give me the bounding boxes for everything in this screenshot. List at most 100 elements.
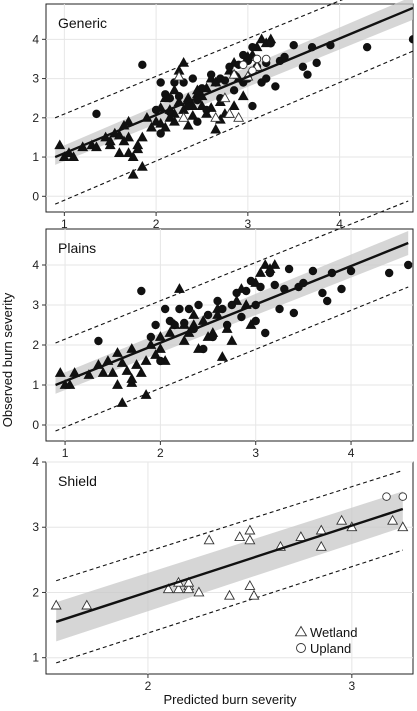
point-wetland xyxy=(237,90,249,101)
point-upland xyxy=(289,41,298,50)
point-upland xyxy=(165,93,175,103)
point-upland xyxy=(362,42,372,52)
point-wetland xyxy=(116,357,128,367)
point-upland xyxy=(256,282,265,292)
panel-generic: 1 2 3 4 0 1 2 3 4 Generic xyxy=(32,0,414,231)
point-wetland xyxy=(174,283,185,293)
point-upland xyxy=(337,284,346,294)
point-wetland xyxy=(234,531,246,541)
point-wetland xyxy=(187,110,199,120)
point-upland xyxy=(382,492,391,501)
panel-title: Generic xyxy=(58,15,107,31)
point-upland xyxy=(289,308,299,318)
point-wetland xyxy=(244,534,256,545)
point-upland xyxy=(174,92,184,101)
point-upland xyxy=(275,304,284,314)
point-upland xyxy=(265,268,275,278)
panels: 1 2 3 4 0 1 2 3 4 Generic 1 2 3 4 0 1 2 3 4 Plains 2 3 1 2 3 4 Shi… xyxy=(32,0,414,693)
point-wetland xyxy=(68,151,79,161)
y-tick-label: 2 xyxy=(32,338,39,352)
point-wetland xyxy=(173,583,185,594)
point-upland xyxy=(188,74,197,83)
point-wetland xyxy=(113,129,125,140)
point-upland xyxy=(312,58,321,68)
point-upland xyxy=(271,82,280,91)
fit-line xyxy=(55,507,404,623)
y-axis-title: Observed burn severity xyxy=(0,292,15,427)
point-upland xyxy=(197,84,207,93)
point-wetland xyxy=(112,379,123,389)
y-tick-label: 2 xyxy=(32,585,39,599)
point-wetland xyxy=(178,57,190,67)
prediction-interval-upper xyxy=(54,0,344,119)
point-upland xyxy=(246,276,256,286)
x-axis-title: Predicted burn severity xyxy=(164,692,297,707)
point-wetland xyxy=(121,365,133,375)
point-wetland xyxy=(336,514,348,525)
point-wetland xyxy=(244,580,256,590)
point-upland xyxy=(184,304,194,314)
x-tick-label: 2 xyxy=(157,446,164,460)
points xyxy=(54,33,413,179)
point-upland xyxy=(180,318,189,328)
point-upland xyxy=(213,296,222,306)
point-upland xyxy=(404,260,413,270)
point-wetland xyxy=(210,123,222,134)
point-upland xyxy=(241,286,251,296)
point-upland xyxy=(303,70,312,79)
point-wetland xyxy=(183,576,195,587)
point-upland xyxy=(156,78,165,87)
point-wetland xyxy=(255,267,266,277)
point-wetland xyxy=(54,367,66,377)
point-upland xyxy=(175,304,184,314)
prediction-interval-upper xyxy=(55,200,409,344)
point-wetland xyxy=(397,521,409,532)
point-wetland xyxy=(81,599,93,610)
y-tick-label: 0 xyxy=(32,418,39,432)
point-wetland xyxy=(155,117,167,128)
point-wetland xyxy=(178,335,190,345)
point-upland xyxy=(220,76,230,85)
y-tick-label: 3 xyxy=(32,298,39,312)
point-wetland xyxy=(259,259,271,269)
point-wetland xyxy=(173,70,185,81)
point-wetland xyxy=(164,327,176,337)
point-wetland xyxy=(154,331,166,341)
point-upland xyxy=(262,74,271,83)
point-wetland xyxy=(140,355,152,365)
point-upland xyxy=(252,54,262,64)
prediction-interval-lower xyxy=(55,286,409,432)
point-upland xyxy=(237,312,246,322)
point-wetland xyxy=(169,115,180,126)
point-wetland xyxy=(132,143,144,154)
point-wetland xyxy=(131,359,142,369)
point-upland xyxy=(225,62,234,71)
fit-line xyxy=(54,6,414,159)
point-wetland xyxy=(256,33,268,44)
point-wetland xyxy=(123,147,135,158)
y-tick-label: 1 xyxy=(32,378,39,392)
point-wetland xyxy=(159,121,171,132)
point-upland xyxy=(298,62,308,71)
legend-triangle-icon xyxy=(294,625,308,637)
point-upland xyxy=(261,328,270,338)
point-upland xyxy=(170,78,179,87)
point-wetland xyxy=(315,540,327,551)
y-tick-label: 1 xyxy=(32,150,39,164)
y-tick-label: 0 xyxy=(32,189,39,203)
point-wetland xyxy=(112,347,123,357)
point-wetland xyxy=(136,131,148,142)
point-upland xyxy=(156,356,165,366)
point-wetland xyxy=(150,349,162,359)
point-wetland xyxy=(178,111,190,122)
point-upland xyxy=(160,304,170,314)
point-upland xyxy=(248,101,257,111)
point-wetland xyxy=(54,139,66,150)
point-upland xyxy=(229,86,239,95)
point-wetland xyxy=(140,389,152,399)
point-upland xyxy=(199,344,208,354)
point-wetland xyxy=(154,343,166,353)
point-wetland xyxy=(127,151,139,161)
legend-label: Wetland xyxy=(310,625,357,640)
point-upland xyxy=(384,268,394,278)
